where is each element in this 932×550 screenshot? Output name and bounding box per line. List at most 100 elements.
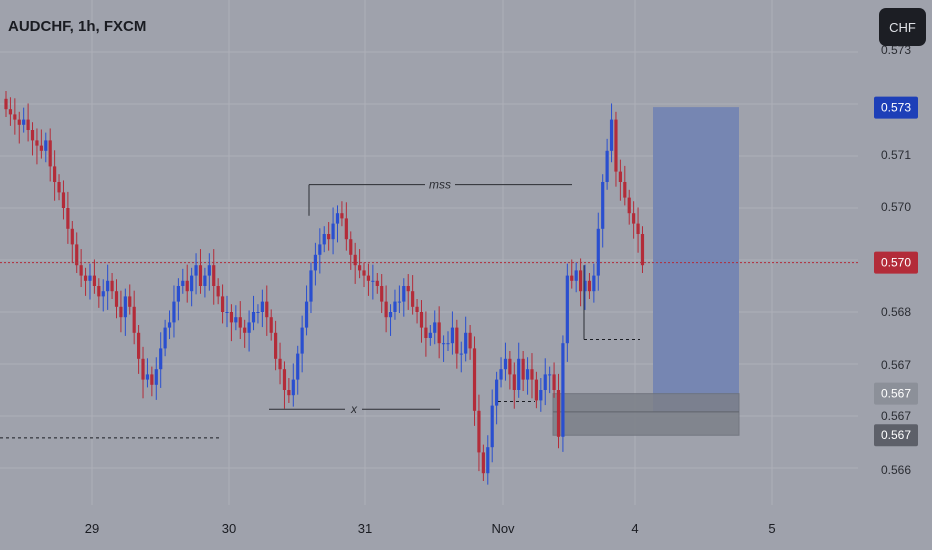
candle [455, 327, 459, 354]
price-label-level [874, 424, 918, 447]
candle [26, 119, 30, 130]
candle [66, 208, 70, 229]
candle [539, 390, 543, 401]
candle [477, 410, 481, 453]
candle [512, 374, 516, 390]
candle [556, 390, 561, 437]
candle [150, 374, 154, 385]
candle [618, 171, 622, 182]
candle [353, 254, 357, 266]
candle [322, 234, 326, 245]
candle [269, 317, 273, 333]
candle [464, 332, 468, 354]
price-tick-label: 0.571 [881, 148, 911, 162]
x-label: x [350, 402, 358, 416]
candle [132, 306, 136, 333]
candle [159, 348, 163, 370]
time-axis-label: 31 [358, 521, 372, 536]
candle [446, 343, 450, 345]
candle [260, 301, 264, 312]
candle [570, 275, 574, 281]
candle [97, 286, 101, 297]
candle [579, 270, 583, 292]
candle [313, 254, 317, 271]
candle [291, 379, 295, 396]
candle [371, 280, 375, 282]
time-axis-label: 5 [768, 521, 775, 536]
time-axis-label: Nov [491, 521, 515, 536]
candle [238, 317, 242, 328]
candle [508, 358, 512, 375]
candle [30, 130, 35, 141]
symbol-title: AUDCHF, 1h, FXCM [8, 18, 147, 35]
candle [53, 166, 57, 182]
candle [632, 213, 636, 224]
candle [119, 306, 123, 318]
candle [472, 348, 477, 411]
stop-zone[interactable] [552, 393, 740, 436]
candle [22, 119, 26, 125]
candle [428, 332, 432, 338]
candle [543, 374, 547, 390]
candle [123, 296, 127, 318]
candle [163, 327, 167, 349]
candle [393, 301, 397, 312]
candle [525, 369, 530, 380]
candle [327, 234, 331, 240]
candle [88, 275, 92, 281]
currency-button[interactable]: CHF [879, 8, 926, 46]
candle [4, 98, 8, 110]
candle [57, 182, 61, 193]
candle [362, 270, 366, 276]
candle [503, 358, 508, 370]
candle [75, 244, 79, 266]
candle [596, 228, 600, 276]
candle [44, 140, 48, 151]
candle [574, 270, 578, 281]
candle [375, 280, 379, 286]
candle [141, 358, 145, 380]
candle [318, 244, 322, 255]
candle [402, 286, 406, 302]
mss-label: mss [429, 178, 451, 192]
price-tick-label: 0.567 [881, 358, 911, 372]
candle [185, 280, 189, 292]
price-label-current [874, 251, 918, 274]
candle [101, 291, 105, 297]
candle [83, 275, 88, 281]
candle [534, 379, 538, 401]
candle [296, 353, 300, 380]
candle [640, 234, 645, 266]
candle [251, 312, 256, 323]
candle [331, 223, 335, 240]
candle [198, 265, 203, 286]
candle [194, 265, 198, 276]
candle [583, 280, 587, 292]
candle [358, 265, 362, 271]
candle [79, 265, 83, 276]
candle [623, 182, 627, 198]
candle [636, 223, 640, 234]
candle [229, 312, 234, 323]
candle [39, 145, 43, 151]
candle [486, 447, 490, 474]
candle [437, 322, 441, 344]
candle [609, 119, 614, 151]
candle [424, 327, 428, 338]
candle [190, 275, 194, 292]
candle [415, 306, 419, 312]
price-label-text: 0.567 [881, 428, 911, 442]
time-axis-label: 30 [222, 521, 236, 536]
candle [601, 182, 605, 229]
candle [561, 343, 565, 437]
candle [234, 317, 238, 323]
price-label-text: 0.567 [881, 387, 911, 401]
price-tick-label: 0.570 [881, 200, 911, 214]
target-zone[interactable] [653, 107, 739, 412]
candle [278, 358, 282, 370]
candle [181, 280, 185, 286]
candle [256, 312, 260, 313]
candle [349, 239, 353, 255]
candle [8, 109, 13, 115]
